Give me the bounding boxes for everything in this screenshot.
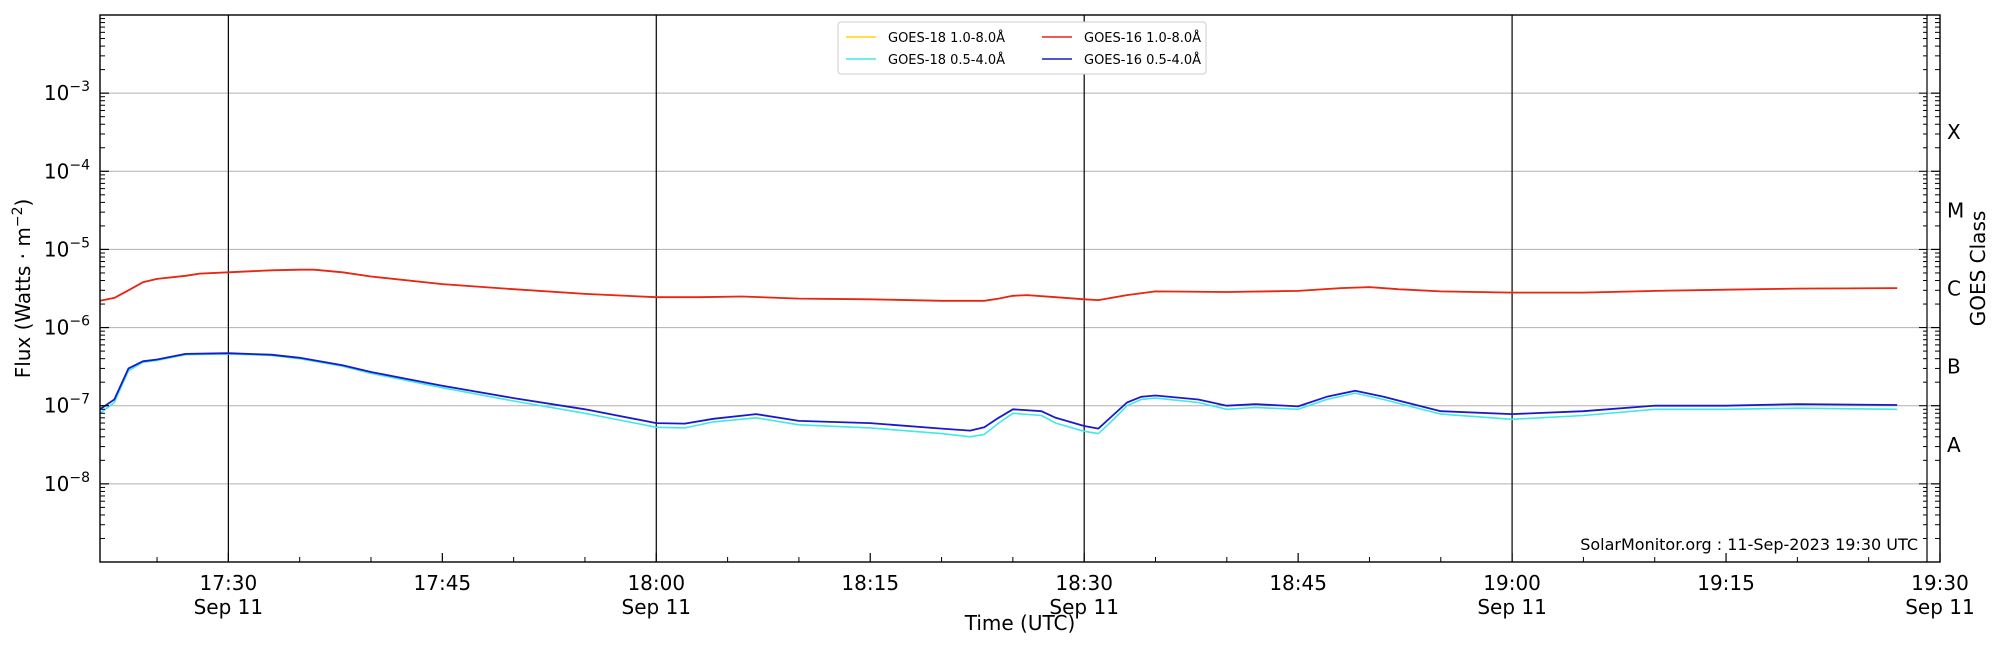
legend-label: GOES-18 0.5-4.0Å xyxy=(888,52,1005,68)
y-axis-title: Flux (Watts · m−2) xyxy=(10,199,35,379)
goes-class-labels: X M C B A xyxy=(1947,120,1964,457)
x-tick-label: 18:15 xyxy=(841,571,899,595)
y-tick-label: 10−6 xyxy=(44,314,90,340)
legend: GOES-18 1.0-8.0Å GOES-18 0.5-4.0Å GOES-16 … xyxy=(837,21,1207,75)
y-axis-title-close: ) xyxy=(11,199,35,207)
x-tick-label: 17:30 xyxy=(200,571,258,595)
vertical-day-lines xyxy=(227,15,1513,562)
y-axis-title-exponent: −2 xyxy=(10,207,26,228)
x-tick-date-label: Sep 11 xyxy=(194,595,264,619)
series-line-1 xyxy=(99,268,1898,302)
x-tick-label: 18:00 xyxy=(627,571,685,595)
y-tick-label: 10−5 xyxy=(44,235,90,261)
y-tick-label: 10−7 xyxy=(44,392,90,418)
series-lines xyxy=(99,268,1898,438)
x-tick-date-label: Sep 11 xyxy=(1049,595,1119,619)
y-axis-title-main: Flux (Watts · m xyxy=(11,227,35,378)
x-tick-date-label: Sep 11 xyxy=(622,595,692,619)
y-tick-label: 10−8 xyxy=(44,470,90,496)
source-annotation: SolarMonitor.org : 11-Sep-2023 19:30 UTC xyxy=(1580,535,1918,554)
goes-class-label: M xyxy=(1947,198,1964,222)
x-tick-date-label: Sep 11 xyxy=(1905,595,1975,619)
x-tick-label: 18:45 xyxy=(1269,571,1327,595)
x-axis-title: Time (UTC) xyxy=(964,611,1076,635)
y-tick-label: 10−4 xyxy=(44,157,90,183)
x-tick-label: 17:45 xyxy=(414,571,472,595)
x-tick-label: 18:30 xyxy=(1055,571,1113,595)
x-tick-label: 19:00 xyxy=(1483,571,1541,595)
axis-ticks xyxy=(100,15,1941,563)
grid-lines xyxy=(100,92,1940,485)
goes-class-label: B xyxy=(1947,355,1961,379)
x-tick-label: 19:30 xyxy=(1911,571,1969,595)
series-line-3 xyxy=(99,352,1898,432)
right-axis-title: GOES Class xyxy=(1966,211,1990,327)
legend-box xyxy=(837,21,1207,75)
y-tick-label: 10−3 xyxy=(44,79,90,105)
legend-label: GOES-16 0.5-4.0Å xyxy=(1084,52,1201,68)
x-tick-label: 19:15 xyxy=(1697,571,1755,595)
x-tick-date-label: Sep 11 xyxy=(1477,595,1547,619)
goes-class-label: C xyxy=(1947,277,1961,301)
legend-label: GOES-16 1.0-8.0Å xyxy=(1084,30,1201,46)
legend-label: GOES-18 1.0-8.0Å xyxy=(888,30,1005,46)
series-line-2 xyxy=(99,353,1898,438)
goes-class-label: A xyxy=(1947,433,1961,457)
series-line-0 xyxy=(99,268,1898,302)
goes-class-label: X xyxy=(1947,120,1961,144)
plot-frame xyxy=(99,14,1941,563)
